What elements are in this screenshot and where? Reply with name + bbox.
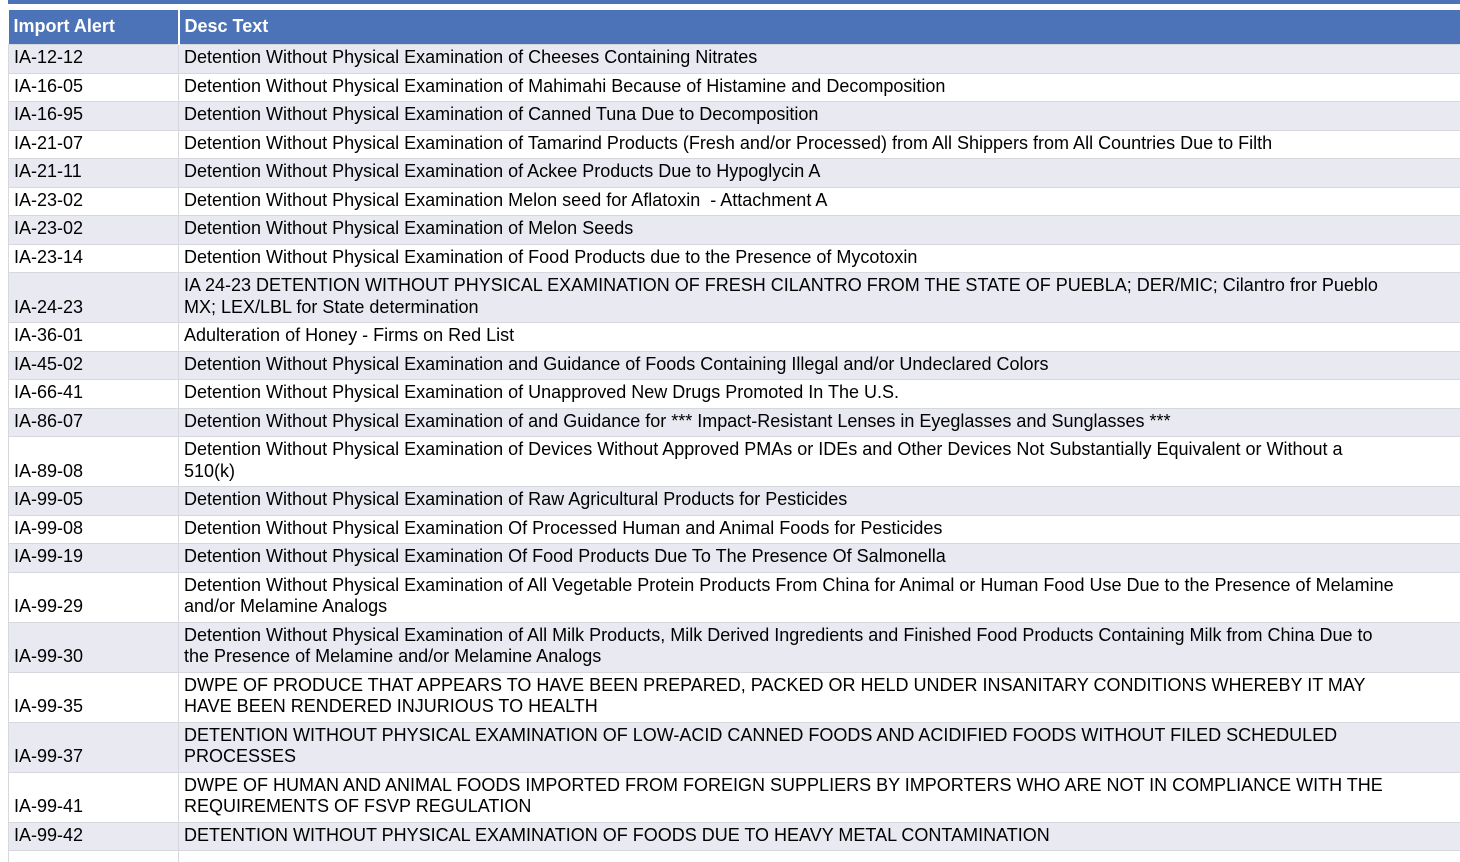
table-row[interactable]: IA-99-19 Detention Without Physical Exam… [8, 543, 1460, 573]
cell-desc-text[interactable]: Detention Without Physical Examination a… [178, 350, 1460, 380]
cell-desc-text[interactable]: DETENTION WITHOUT PHYSICAL EXAMINATION O… [178, 821, 1460, 851]
cutoff-row-above-strip [8, 0, 1460, 4]
cell-desc-text[interactable]: Detention Without Physical Examination O… [178, 514, 1460, 544]
table-row[interactable]: IA-45-02 Detention Without Physical Exam… [8, 350, 1460, 380]
table-row[interactable]: IA-89-08 Detention Without Physical Exam… [8, 436, 1460, 487]
table-row[interactable]: IA-99-41 DWPE OF HUMAN AND ANIMAL FOODS … [8, 771, 1460, 823]
table-row[interactable]: IA-36-01 Adulteration of Honey - Firms o… [8, 322, 1460, 352]
table-row[interactable]: IA-99-42 DETENTION WITHOUT PHYSICAL EXAM… [8, 821, 1460, 851]
import-alerts-table: Import Alert Desc Text IA-12-12 Detentio… [8, 10, 1460, 862]
cell-desc-text[interactable]: Adulteration of Honey - Firms on Red Lis… [178, 322, 1460, 352]
cell-desc-text[interactable]: Detention Without Physical Examination O… [178, 543, 1460, 573]
cell-desc-text[interactable]: Detention Without Physical Examination o… [178, 379, 1460, 409]
cell-import-alert[interactable]: IA-36-01 [8, 322, 179, 352]
cell-import-alert[interactable]: IA-24-23 [8, 272, 179, 323]
cell-import-alert[interactable]: IA-16-95 [8, 101, 179, 131]
cell-desc-text[interactable]: Detention Without Physical Examination o… [178, 215, 1460, 245]
col-header-desc-text[interactable]: Desc Text [178, 10, 1460, 45]
table-row[interactable]: IA-99-35 DWPE OF PRODUCE THAT APPEARS TO… [8, 671, 1460, 723]
cell-import-alert[interactable]: IA-99-29 [8, 571, 179, 623]
table-row[interactable]: IA-16-95 Detention Without Physical Exam… [8, 101, 1460, 131]
cell-import-alert[interactable]: IA-66-41 [8, 379, 179, 409]
cell-desc-text[interactable]: DWPE OF HUMAN AND ANIMAL FOODS IMPORTED … [178, 771, 1460, 823]
cell-import-alert[interactable]: IA-16-05 [8, 72, 179, 102]
table-row[interactable]: IA-86-07 Detention Without Physical Exam… [8, 407, 1460, 437]
table-row[interactable]: IA-99-08 Detention Without Physical Exam… [8, 514, 1460, 544]
cell-desc-text[interactable]: Detention Without Physical Examination M… [178, 186, 1460, 216]
cell-desc-text[interactable]: Detention Without Physical Examination o… [178, 243, 1460, 273]
cell-desc-text[interactable]: Detention Without Physical Examination o… [178, 486, 1460, 516]
cell-desc-text[interactable]: Detention Without Physical Examination o… [178, 44, 1460, 74]
table-row[interactable]: IA-66-41 Detention Without Physical Exam… [8, 379, 1460, 409]
cell-desc-text[interactable]: IA 24-23 DETENTION WITHOUT PHYSICAL EXAM… [178, 272, 1460, 323]
cell-import-alert[interactable]: IA-99-42 [8, 821, 179, 851]
table-row[interactable]: IA-24-23 IA 24-23 DETENTION WITHOUT PHYS… [8, 272, 1460, 323]
cell-desc-text[interactable]: Detention Without Physical Examination o… [178, 129, 1460, 159]
table-row[interactable]: IA-23-14 Detention Without Physical Exam… [8, 243, 1460, 273]
cell-import-alert[interactable]: IA-45-02 [8, 350, 179, 380]
cell-import-alert[interactable]: IA-99-37 [8, 721, 179, 773]
table-body: IA-12-12 Detention Without Physical Exam… [8, 44, 1460, 862]
cell-desc-text[interactable]: Detention Without Physical Examination o… [178, 407, 1460, 437]
cell-import-alert[interactable]: IA-89-08 [8, 436, 179, 487]
table-row[interactable]: IA-23-02 Detention Without Physical Exam… [8, 215, 1460, 245]
cell-import-alert[interactable]: IA-23-02 [8, 215, 179, 245]
cell-desc-text[interactable]: DETENTION WITHOUT PHYSICAL EXAMINATION O… [178, 721, 1460, 773]
table-row[interactable]: IA-99-37 DETENTION WITHOUT PHYSICAL EXAM… [8, 721, 1460, 773]
cell-import-alert[interactable]: IA-99-05 [8, 486, 179, 516]
cell-desc-text[interactable]: Detention Without Physical Examination o… [178, 158, 1460, 188]
table-row[interactable]: IA-12-12 Detention Without Physical Exam… [8, 44, 1460, 74]
cell-import-alert[interactable]: IA-99-35 [8, 671, 179, 723]
table-row[interactable]: IA-99-30 Detention Without Physical Exam… [8, 621, 1460, 673]
cell-desc-text[interactable]: Detention Without Physical Examination o… [178, 101, 1460, 131]
cell-desc-text[interactable]: Detention Without Physical Examination o… [178, 72, 1460, 102]
cell-import-alert[interactable]: IA-23-02 [8, 186, 179, 216]
cell-import-alert[interactable]: IA-12-12 [8, 44, 179, 74]
partial-empty-row[interactable] [8, 850, 1460, 862]
cell-import-alert[interactable]: IA-23-14 [8, 243, 179, 273]
table-row[interactable]: IA-99-29 Detention Without Physical Exam… [8, 571, 1460, 623]
table-row[interactable]: IA-21-11 Detention Without Physical Exam… [8, 158, 1460, 188]
cell-import-alert[interactable]: IA-21-07 [8, 129, 179, 159]
cell-import-alert[interactable]: IA-99-30 [8, 621, 179, 673]
cell-import-alert[interactable]: IA-21-11 [8, 158, 179, 188]
cell-desc-text[interactable]: Detention Without Physical Examination o… [178, 571, 1460, 623]
table-row[interactable]: IA-21-07 Detention Without Physical Exam… [8, 129, 1460, 159]
cell-desc-text[interactable] [178, 850, 1460, 862]
cell-desc-text[interactable]: Detention Without Physical Examination o… [178, 436, 1460, 487]
table-row[interactable]: IA-99-05 Detention Without Physical Exam… [8, 486, 1460, 516]
cell-desc-text[interactable]: DWPE OF PRODUCE THAT APPEARS TO HAVE BEE… [178, 671, 1460, 723]
cell-import-alert[interactable]: IA-86-07 [8, 407, 179, 437]
header-row: Import Alert Desc Text [8, 10, 1460, 45]
cell-import-alert[interactable] [8, 850, 179, 862]
cell-import-alert[interactable]: IA-99-41 [8, 771, 179, 823]
table-row[interactable]: IA-16-05 Detention Without Physical Exam… [8, 72, 1460, 102]
table-row[interactable]: IA-23-02 Detention Without Physical Exam… [8, 186, 1460, 216]
cell-import-alert[interactable]: IA-99-19 [8, 543, 179, 573]
col-header-import-alert[interactable]: Import Alert [8, 10, 180, 45]
cell-desc-text[interactable]: Detention Without Physical Examination o… [178, 621, 1460, 673]
cell-import-alert[interactable]: IA-99-08 [8, 514, 179, 544]
